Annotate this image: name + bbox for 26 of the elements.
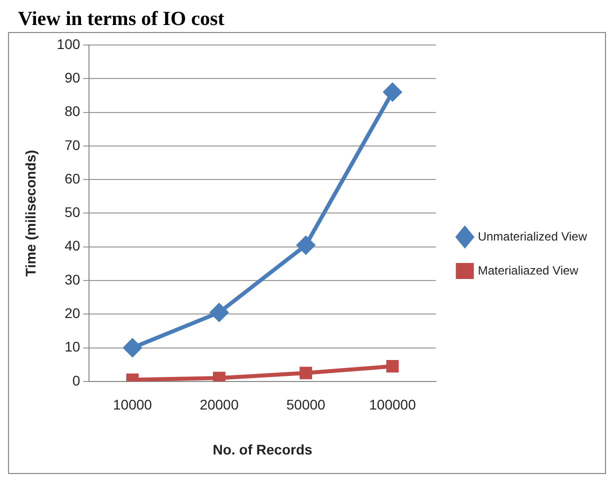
legend-label: Materialiazed View xyxy=(478,263,579,278)
legend-label: Unmaterialized View xyxy=(478,229,588,244)
y-tick-label: 10 xyxy=(64,338,80,355)
x-tick-label: 20000 xyxy=(200,396,239,413)
point xyxy=(384,83,402,102)
point xyxy=(123,338,142,357)
y-tick-label: 90 xyxy=(64,70,80,86)
x-tick-label: 10000 xyxy=(113,396,152,413)
y-axis-title: Time (miliseconds) xyxy=(22,150,38,276)
point xyxy=(386,360,399,373)
point xyxy=(210,303,228,322)
y-tick-label: 70 xyxy=(64,136,80,153)
point xyxy=(296,236,315,254)
x-axis-title: No. of Records xyxy=(212,441,312,458)
y-tick-label: 40 xyxy=(64,238,80,254)
x-tick-label: 100000 xyxy=(369,396,416,413)
x-tick-label: 50000 xyxy=(286,396,326,413)
y-tick-label: 80 xyxy=(64,103,80,120)
y-tick-label: 50 xyxy=(64,204,80,220)
point xyxy=(300,366,312,380)
chart-title: View in terms of IO cost xyxy=(18,8,226,30)
y-tick-label: 60 xyxy=(64,170,80,186)
y-tick-label: 0 xyxy=(72,372,80,388)
y-tick-label: 30 xyxy=(64,271,80,288)
y-tick-label: 20 xyxy=(64,304,80,321)
y-tick-label: 100 xyxy=(56,36,80,52)
